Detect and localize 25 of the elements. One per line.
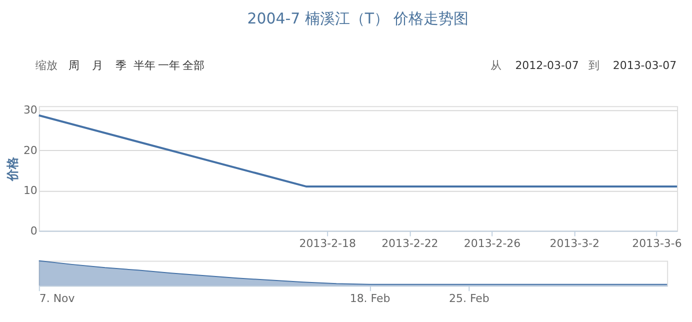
x-tick-label: 2013-3-2	[550, 237, 600, 250]
text: 周	[68, 59, 80, 72]
y-tick-label: 30	[23, 104, 38, 117]
text: 2013-03-07	[612, 59, 677, 72]
text: 到	[588, 59, 600, 72]
x-tick-label: 2013-2-26	[464, 237, 521, 250]
text: 缩放	[36, 59, 58, 72]
x-tick-label: 7. Nov	[39, 292, 76, 306]
text: 季	[115, 59, 126, 72]
x-tick-label: 18. Feb	[350, 292, 390, 306]
text: 半年	[133, 59, 156, 72]
x-tick-label: 2013-2-18	[299, 237, 356, 250]
chart-title: 2004-7 楠溪江（T） 价格走势图	[247, 9, 469, 28]
y-tick-label: 20	[23, 144, 38, 157]
text: 2012-03-07	[515, 59, 579, 72]
x-tick-label: 25. Feb	[449, 292, 490, 306]
x-tick-label: 2013-3-6	[632, 237, 682, 250]
text: 全部	[182, 59, 204, 72]
text: 从	[490, 59, 502, 72]
y-axis-title: 价格	[5, 156, 20, 182]
y-tick-label: 0	[30, 224, 38, 238]
y-tick-label: 10	[23, 184, 38, 198]
x-tick-label: 2013-2-22	[382, 237, 438, 250]
text: 月	[92, 59, 104, 72]
text: 一年	[158, 59, 180, 72]
